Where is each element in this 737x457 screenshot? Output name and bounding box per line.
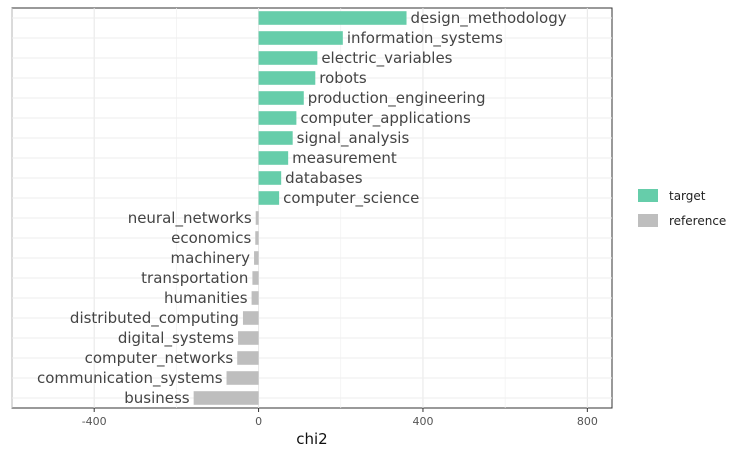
bar-label: machinery xyxy=(171,249,251,267)
bar-label: computer_networks xyxy=(85,349,234,368)
legend-key-reference xyxy=(638,214,658,227)
bar-label: measurement xyxy=(292,149,397,167)
bar-measurement xyxy=(258,151,289,165)
x-tick-label: 400 xyxy=(412,415,433,428)
bar-label: databases xyxy=(285,169,363,187)
legend-key-target xyxy=(638,189,658,202)
bar-label: neural_networks xyxy=(128,209,252,228)
legend-label-target: target xyxy=(669,189,706,203)
bar-machinery xyxy=(254,251,259,265)
bar-label: robots xyxy=(319,69,367,87)
bar-label: digital_systems xyxy=(118,329,234,348)
gridlines xyxy=(11,8,612,408)
bar-label: communication_systems xyxy=(37,369,223,388)
bar-labels: design_methodologyinformation_systemsele… xyxy=(37,9,567,407)
x-axis-title: chi2 xyxy=(296,430,327,448)
panel-background xyxy=(11,7,613,409)
bar-production-engineering xyxy=(258,91,304,105)
bar-label: production_engineering xyxy=(308,89,486,108)
bar-transportation xyxy=(252,271,259,285)
bars xyxy=(193,11,407,405)
bar-signal-analysis xyxy=(258,131,293,145)
bar-economics xyxy=(255,231,259,245)
bar-label: computer_applications xyxy=(300,109,471,128)
bar-label: design_methodology xyxy=(411,9,567,28)
bar-label: electric_variables xyxy=(321,49,452,68)
bar-label: economics xyxy=(171,229,251,247)
bar-digital-systems xyxy=(238,331,259,345)
bar-neural-networks xyxy=(255,211,259,225)
x-axis: -400 0 400 800 xyxy=(82,408,598,428)
bar-label: distributed_computing xyxy=(70,309,239,328)
bar-communication-systems xyxy=(226,371,259,385)
bar-label: business xyxy=(124,389,190,407)
bar-label: computer_science xyxy=(283,189,419,208)
bar-business xyxy=(193,391,259,405)
plot-panel xyxy=(11,7,613,409)
bar-humanities xyxy=(251,291,259,305)
x-tick-label: -400 xyxy=(82,415,107,428)
bar-computer-networks xyxy=(237,351,259,365)
legend-label-reference: reference xyxy=(669,214,726,228)
bar-label: signal_analysis xyxy=(297,129,410,148)
bar-design-methodology xyxy=(258,11,407,25)
bar-label: information_systems xyxy=(347,29,503,48)
bar-databases xyxy=(258,171,282,185)
bar-label: humanities xyxy=(164,289,248,307)
bar-robots xyxy=(258,71,316,85)
bar-distributed-computing xyxy=(242,311,259,325)
bar-computer-science xyxy=(258,191,280,205)
x-tick-label: 0 xyxy=(255,415,262,428)
legend: target reference xyxy=(638,189,726,228)
x-tick-label: 800 xyxy=(577,415,598,428)
bar-computer-applications xyxy=(258,111,297,125)
bar-label: transportation xyxy=(141,269,248,287)
bar-information-systems xyxy=(258,31,343,45)
bar-electric-variables xyxy=(258,51,318,65)
